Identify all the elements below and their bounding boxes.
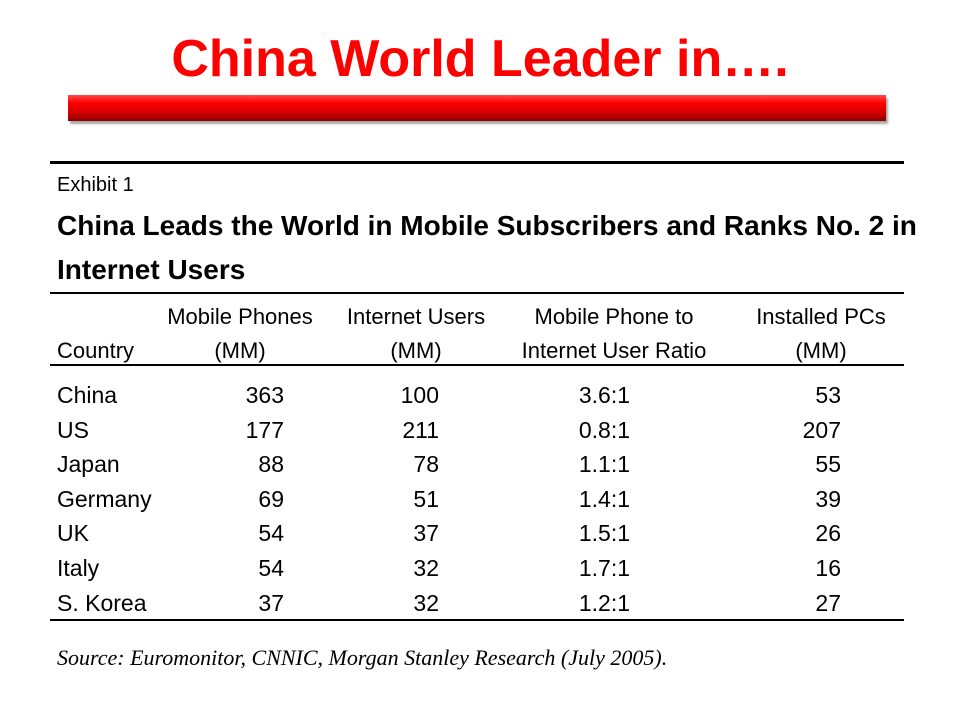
cell-installed-pcs: 207	[802, 416, 841, 443]
cell-country: S. Korea	[57, 589, 147, 616]
cell-installed-pcs: 39	[815, 485, 841, 512]
cell-internet-users: 100	[400, 382, 439, 408]
table-row: US 177 211 0.8:1 207	[0, 413, 960, 448]
header-mobile-phones: Mobile Phones (MM)	[158, 300, 322, 368]
cell-ratio: 1.5:1	[578, 520, 630, 547]
cell-mobile-phones: 69	[258, 485, 284, 512]
cell-country: Germany	[57, 485, 152, 512]
cell-internet-users: 211	[402, 416, 439, 443]
cell-country: Italy	[57, 554, 100, 581]
table-row: Japan 88 78 1.1:1 55	[0, 447, 960, 482]
cell-country: Japan	[57, 451, 120, 478]
exhibit-label: Exhibit 1	[57, 174, 134, 196]
cell-country: UK	[57, 520, 89, 547]
cell-ratio: 1.4:1	[578, 485, 630, 512]
table-bottom-rule	[50, 619, 904, 621]
cell-mobile-phones: 177	[245, 416, 284, 443]
table-row: S. Korea 37 32 1.2:1 27	[0, 586, 960, 621]
source-note: Source: Euromonitor, CNNIC, Morgan Stanl…	[57, 645, 668, 670]
table-body: China 363 100 3.6:1 53 US 177 211 0.8:1 …	[0, 378, 960, 620]
cell-internet-users: 78	[413, 451, 439, 478]
cell-internet-users: 37	[413, 520, 439, 547]
table-row: China 363 100 3.6:1 53	[0, 378, 960, 413]
header-country-line1	[57, 300, 134, 334]
header-mobile-line1: Mobile Phones	[167, 304, 313, 329]
header-installed-pcs: Installed PCs (MM)	[748, 300, 894, 368]
header-mobile-line2: (MM)	[214, 338, 266, 363]
cell-ratio: 1.2:1	[578, 589, 630, 616]
header-country-line2: Country	[57, 338, 135, 363]
header-internet-line1: Internet Users	[346, 304, 486, 329]
cell-country: China	[57, 382, 118, 408]
table-row: UK 54 37 1.5:1 26	[0, 516, 960, 551]
header-ratio-line2: Internet User Ratio	[521, 338, 707, 363]
cell-internet-users: 51	[413, 485, 439, 512]
header-internet-line2: (MM)	[390, 338, 442, 363]
cell-mobile-phones: 363	[245, 382, 284, 408]
cell-internet-users: 32	[413, 589, 439, 616]
table-row: Germany 69 51 1.4:1 39	[0, 482, 960, 517]
cell-installed-pcs: 55	[815, 451, 841, 478]
header-ratio: Mobile Phone to Internet User Ratio	[510, 300, 718, 368]
cell-mobile-phones: 54	[258, 554, 284, 581]
cell-mobile-phones: 88	[258, 451, 284, 478]
cell-mobile-phones: 37	[258, 589, 284, 616]
cell-ratio: 3.6:1	[578, 382, 630, 408]
header-internet-users: Internet Users (MM)	[338, 300, 494, 368]
cell-installed-pcs: 27	[815, 589, 841, 616]
slide-title: China World Leader in….	[171, 30, 789, 88]
header-pcs-line1: Installed PCs	[756, 304, 886, 329]
cell-installed-pcs: 16	[815, 554, 841, 581]
title-underline-bar	[68, 95, 886, 121]
cell-installed-pcs: 53	[815, 382, 841, 408]
cell-mobile-phones: 54	[258, 520, 284, 547]
header-bottom-rule	[50, 364, 904, 366]
cell-internet-users: 32	[413, 554, 439, 581]
header-ratio-line1: Mobile Phone to	[534, 304, 694, 329]
table-row: Italy 54 32 1.7:1 16	[0, 551, 960, 586]
table-top-rule	[50, 161, 904, 164]
header-country: Country	[57, 300, 134, 368]
cell-ratio: 1.7:1	[578, 554, 630, 581]
exhibit-title: China Leads the World in Mobile Subscrib…	[57, 210, 917, 285]
cell-ratio: 0.8:1	[578, 416, 630, 443]
header-top-rule	[50, 292, 904, 294]
header-pcs-line2: (MM)	[795, 338, 847, 363]
cell-country: US	[57, 416, 89, 443]
cell-installed-pcs: 26	[815, 520, 841, 547]
cell-ratio: 1.1:1	[578, 451, 630, 478]
